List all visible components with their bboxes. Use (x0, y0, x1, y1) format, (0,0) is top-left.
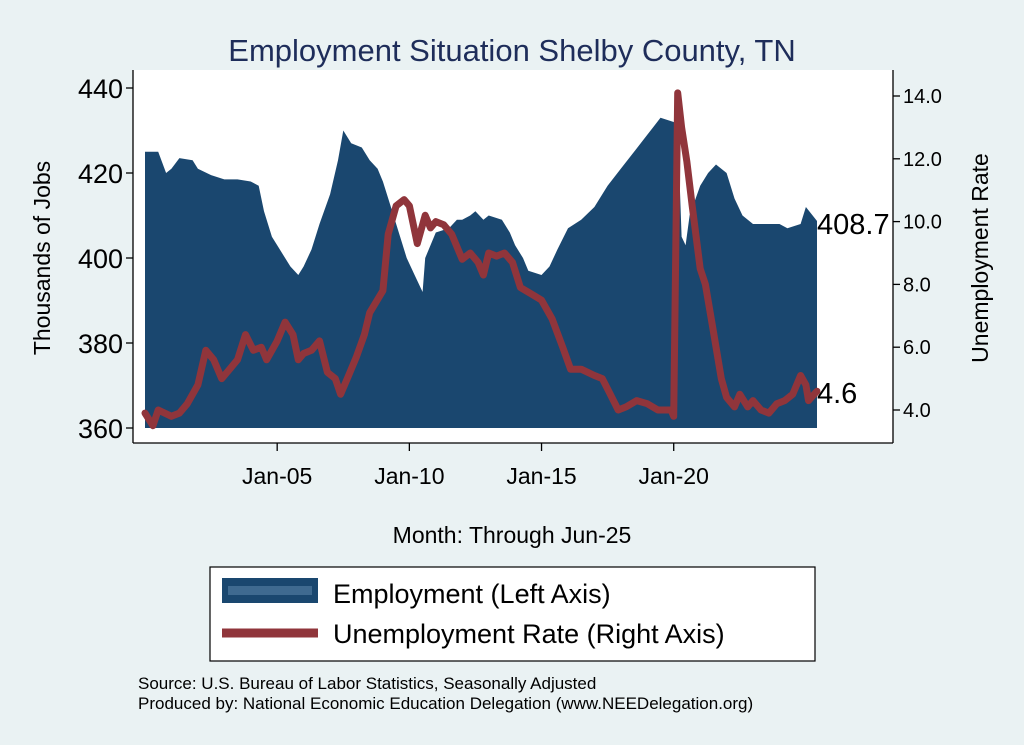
y-left-tick-label: 360 (78, 414, 123, 444)
y-right-tick-label: 10.0 (903, 212, 942, 234)
chart-title: Employment Situation Shelby County, TN (228, 33, 795, 68)
y-axis-left-label: Thousands of Jobs (29, 161, 55, 355)
y-right-tick-label: 6.0 (903, 337, 931, 359)
x-tick-label: Jan-15 (506, 463, 576, 489)
source-note: Source: U.S. Bureau of Labor Statistics,… (138, 674, 596, 693)
x-tick-label: Jan-05 (242, 463, 312, 489)
y-left-tick-label: 440 (78, 74, 123, 104)
y-left-tick-label: 400 (78, 244, 123, 274)
unemployment-end-label: 4.6 (817, 378, 857, 410)
legend: Employment (Left Axis) Unemployment Rate… (209, 566, 816, 662)
axes: 360 380 400 420 440 4.0 6.0 8.0 10.0 12.0 14.0 Jan-… (78, 70, 942, 489)
produced-by-note: Produced by: National Economic Education… (138, 694, 753, 713)
legend-label-unemployment: Unemployment Rate (Right Axis) (333, 619, 725, 649)
y-axis-right-label: Unemployment Rate (967, 153, 993, 363)
legend-swatch-employment-highlight (228, 586, 312, 595)
unemployment-line (141, 89, 821, 430)
y-left-tick-label: 380 (78, 329, 123, 359)
y-left-tick-label: 420 (78, 159, 123, 189)
y-right-tick-label: 4.0 (903, 400, 931, 422)
y-right-tick-label: 14.0 (903, 86, 942, 108)
y-right-tick-label: 12.0 (903, 149, 942, 171)
x-tick-label: Jan-10 (374, 463, 444, 489)
unemployment-series (141, 89, 821, 430)
y-right-tick-label: 8.0 (903, 274, 931, 296)
employment-end-label: 408.7 (817, 209, 890, 241)
x-tick-label: Jan-20 (639, 463, 709, 489)
x-axis-label: Month: Through Jun-25 (393, 522, 632, 548)
legend-label-employment: Employment (Left Axis) (333, 579, 611, 609)
